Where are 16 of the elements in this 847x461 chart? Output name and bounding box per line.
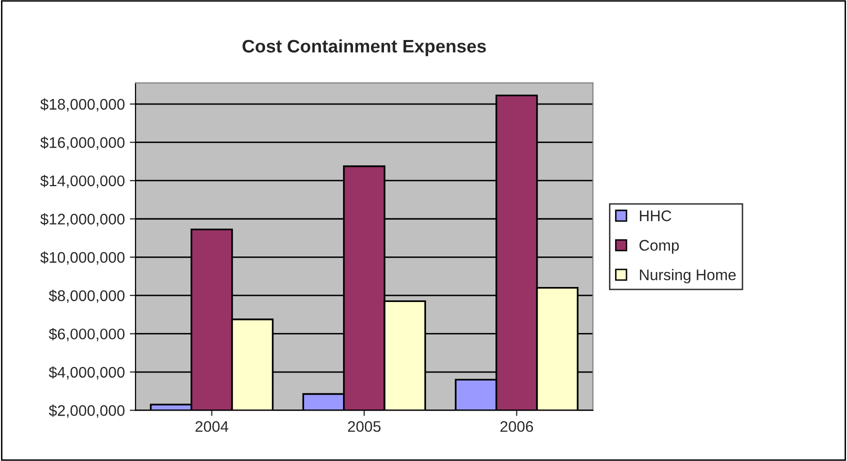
- legend-label: Nursing Home: [640, 269, 736, 284]
- y-tick-label: $2,000,000: [48, 404, 125, 418]
- y-tick-label: $12,000,000: [40, 213, 125, 226]
- y-tick-label: $4,000,000: [48, 366, 125, 380]
- legend-label: Comp: [639, 240, 679, 254]
- x-tick-label: 2005: [348, 421, 381, 432]
- x-tick-label: 2006: [500, 421, 533, 432]
- y-tick-label: $6,000,000: [48, 328, 125, 342]
- chart-title: Cost Containment Expenses: [242, 39, 486, 56]
- x-tick-label: 2004: [196, 421, 228, 432]
- y-tick-label: $8,000,000: [48, 290, 125, 303]
- y-tick-label: $16,000,000: [40, 136, 125, 150]
- y-tick-label: $14,000,000: [40, 174, 125, 188]
- legend-label: HHC: [640, 210, 672, 222]
- y-tick-label: $18,000,000: [40, 98, 125, 112]
- y-tick-label: $10,000,000: [40, 251, 125, 265]
